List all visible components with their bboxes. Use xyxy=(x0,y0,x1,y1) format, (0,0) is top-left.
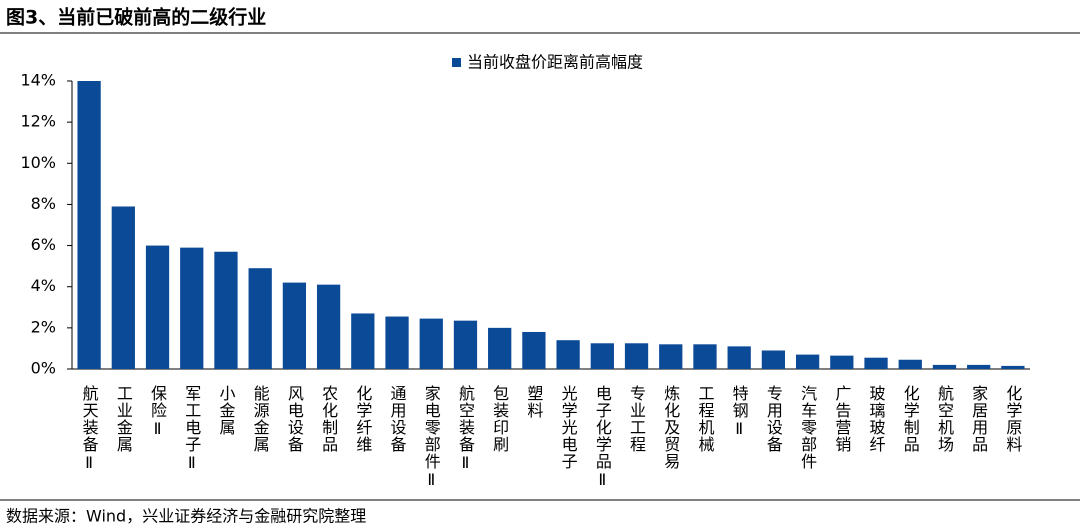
bar xyxy=(624,343,649,369)
y-tick-label: 2% xyxy=(31,317,56,336)
bar xyxy=(316,284,341,369)
bar xyxy=(967,364,991,369)
y-tick-label: 8% xyxy=(31,194,56,213)
x-tick-label: 航天装备Ⅱ xyxy=(80,385,99,473)
source: 数据来源：Wind，兴业证券经济与金融研究院整理 xyxy=(6,507,366,526)
x-tick-label: 农化制品 xyxy=(319,385,338,453)
bar xyxy=(761,350,786,369)
x-tick-label: 专用设备 xyxy=(764,385,783,453)
legend-label: 当前收盘价距离前高幅度 xyxy=(467,53,643,72)
bar xyxy=(111,206,135,369)
bar xyxy=(180,247,204,369)
bar xyxy=(248,268,272,369)
x-tick-label: 电子化学品Ⅱ xyxy=(593,385,612,490)
x-tick-label: 风电设备 xyxy=(285,385,304,453)
x-tick-label: 炼化及贸易 xyxy=(661,385,680,470)
bar xyxy=(419,318,443,369)
bar xyxy=(385,316,409,369)
bar xyxy=(453,320,478,369)
x-tick-label: 光学光电子 xyxy=(559,385,578,470)
x-tick-label: 化学制品 xyxy=(901,385,920,453)
x-tick-label: 特钢Ⅱ xyxy=(730,385,749,439)
x-tick-label: 化学纤维 xyxy=(353,385,372,453)
bar xyxy=(145,245,170,369)
x-tick-label: 家电零部件Ⅱ xyxy=(422,385,441,490)
bar xyxy=(659,344,683,369)
x-tick-label: 塑料 xyxy=(524,385,543,419)
y-tick-label: 6% xyxy=(31,235,56,254)
x-tick-label: 工业金属 xyxy=(114,385,133,453)
x-tick-label: 保险Ⅱ xyxy=(148,385,167,439)
bar xyxy=(830,355,854,369)
bar xyxy=(795,354,820,369)
y-tick-label: 10% xyxy=(20,153,56,172)
x-tick-label: 工程机械 xyxy=(695,385,714,453)
chart-title: 图3、当前已破前高的二级行业 xyxy=(6,6,266,29)
bar xyxy=(556,340,580,369)
bar xyxy=(351,313,375,369)
bar xyxy=(693,344,717,369)
x-tick-label: 玻璃玻纤 xyxy=(867,385,886,453)
bar xyxy=(1001,365,1025,369)
legend-swatch xyxy=(452,58,461,67)
y-tick-label: 12% xyxy=(20,112,56,131)
bar xyxy=(488,327,512,369)
x-tick-label: 汽车零部件 xyxy=(798,385,817,470)
bar xyxy=(77,81,101,369)
bar xyxy=(522,331,546,369)
x-tick-label: 包装印刷 xyxy=(490,385,509,453)
bar xyxy=(282,282,307,369)
x-tick-label: 能源金属 xyxy=(251,385,270,453)
y-tick-label: 4% xyxy=(31,276,56,295)
x-tick-label: 军工电子Ⅱ xyxy=(182,385,201,473)
x-tick-label: 航空机场 xyxy=(935,385,954,453)
x-tick-label: 化学原料 xyxy=(1003,385,1022,453)
bar xyxy=(898,359,922,369)
bar xyxy=(864,357,888,369)
x-tick-label: 家居用品 xyxy=(969,385,988,453)
bar xyxy=(214,251,238,369)
bar xyxy=(727,346,751,369)
bar xyxy=(590,343,614,369)
x-tick-label: 航空装备Ⅱ xyxy=(456,385,475,473)
x-tick-label: 广告营销 xyxy=(832,385,851,453)
y-tick-label: 14% xyxy=(20,71,56,90)
x-tick-label: 专业工程 xyxy=(627,385,646,453)
x-tick-label: 小金属 xyxy=(216,385,235,436)
x-tick-label: 通用设备 xyxy=(388,385,407,453)
y-tick-label: 0% xyxy=(31,359,56,378)
bar xyxy=(932,364,957,369)
